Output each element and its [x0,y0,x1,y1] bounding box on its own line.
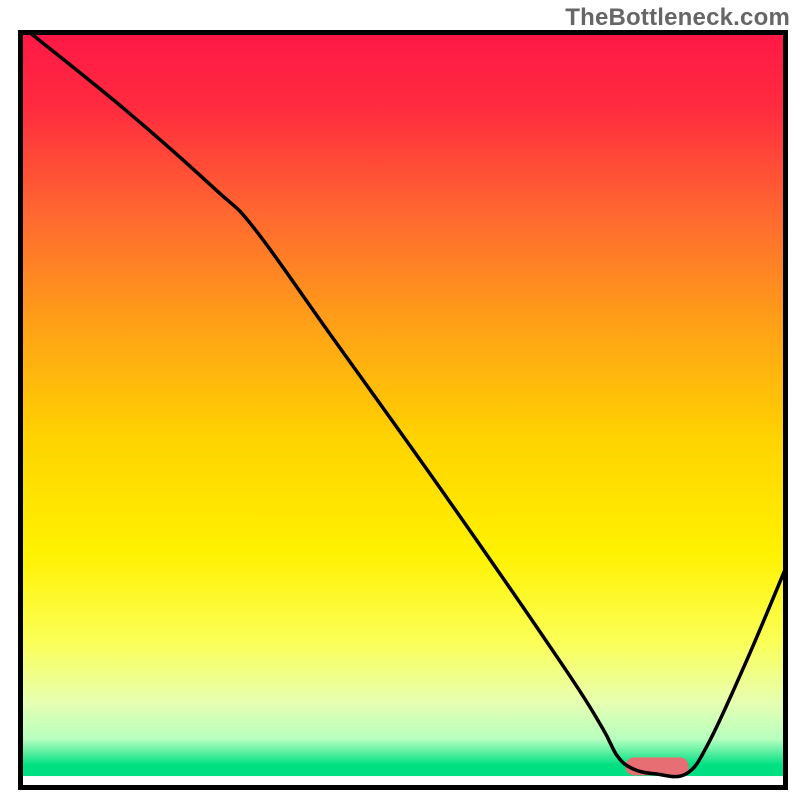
chart-frame: TheBottleneck.com [0,0,800,800]
plot-area [18,30,788,790]
plot-svg [18,30,788,790]
watermark-text: TheBottleneck.com [565,4,790,32]
